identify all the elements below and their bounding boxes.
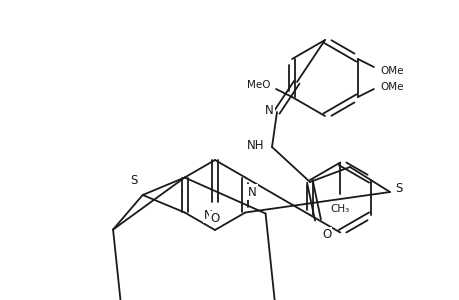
Text: S: S (130, 174, 137, 187)
Text: N: N (265, 104, 274, 117)
Text: CH₃: CH₃ (330, 205, 349, 214)
Text: O: O (210, 212, 219, 225)
Text: OMe: OMe (379, 66, 403, 76)
Text: S: S (394, 182, 402, 196)
Text: O: O (321, 228, 330, 241)
Text: N: N (204, 209, 213, 222)
Text: N: N (248, 185, 257, 199)
Text: MeO: MeO (246, 80, 269, 90)
Text: NH: NH (246, 139, 263, 152)
Text: OMe: OMe (379, 82, 403, 92)
